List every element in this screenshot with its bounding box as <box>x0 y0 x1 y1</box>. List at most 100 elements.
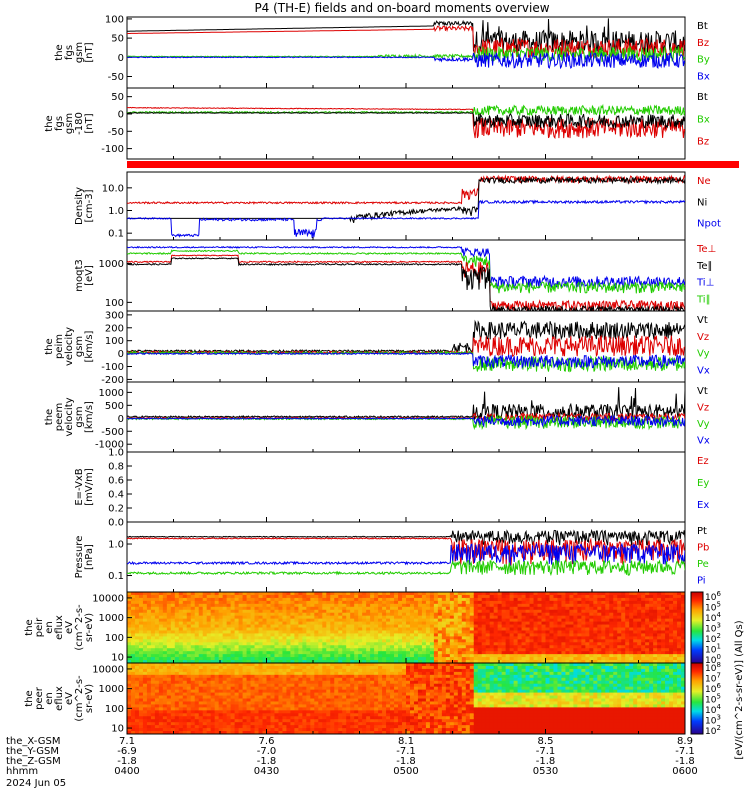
legend-efield-1: Ey <box>697 478 709 489</box>
y-tick-label: 200 <box>105 323 124 334</box>
y-axis-label-line: Pressure <box>74 536 85 579</box>
y-tick-label: 100 <box>105 14 124 25</box>
legend-peim_velocity-0: Vt <box>697 315 708 326</box>
colorbar-tick-label: 102 <box>705 724 721 737</box>
legend-efield-2: Ex <box>697 500 709 511</box>
panel-peer: 10000 1000 100 10 the peer en eflux eV (cm^2-s-sr… <box>24 662 686 735</box>
y-tick-label: 1000 <box>99 684 124 695</box>
y-axis-label-line: moqt3 <box>74 259 85 292</box>
y-axis-label-line: -180 <box>74 112 85 135</box>
y-axis-label-line: eV <box>64 621 75 634</box>
y-axis-label-line: gsm <box>74 42 85 63</box>
y-tick-label: 10.0 <box>102 183 124 194</box>
y-axis-label-line: [eV] <box>84 265 95 286</box>
panel-fgs: 100 50 0 -50 the fgs gsm [nT] Bt Bz By Bx <box>54 14 710 89</box>
x-axis-row-label: the_X-GSM <box>6 736 60 747</box>
y-tick-label: -50 <box>108 127 124 138</box>
y-tick-label: -1000 <box>95 440 124 451</box>
y-axis-label-line: E=-VxB <box>74 468 85 505</box>
y-tick-label: 0 <box>118 349 124 360</box>
x-axis-row-label: 2024 Jun 05 <box>6 778 66 789</box>
y-axis-label-line: the <box>24 619 35 635</box>
y-axis-label-line: gsm <box>74 336 85 357</box>
y-tick-label: -100 <box>101 144 124 155</box>
panel-fgs_dsl: 50 0 -50 -100 the fgs gsm -180 [nT] Bt Bx Bz <box>44 87 710 160</box>
series-density-blue <box>127 199 685 239</box>
y-axis-label-line: velocity <box>64 397 75 436</box>
legend-fgs-1: Bz <box>697 38 709 49</box>
y-tick-label: 10000 <box>92 664 124 675</box>
y-tick-label: 50 <box>111 34 124 45</box>
y-axis-label-line: peem <box>54 403 65 431</box>
spectrogram-peer <box>127 663 686 735</box>
panel-pressure: 1.0 0.1 Pressure [nPa] Pt Pb Pe Pi <box>74 521 709 593</box>
colorbar-label: [eV/(cm^2-s-sr-eV)] (All Qs) <box>734 620 745 759</box>
legend-peem_velocity-3: Vx <box>697 436 710 447</box>
x-tick-label-y: -7.1 <box>675 746 695 757</box>
colorbar-tick-label: 102 <box>705 632 721 645</box>
x-tick-label-x: 8.1 <box>398 736 414 747</box>
y-tick-label: 100 <box>105 704 124 715</box>
colorbar-peer <box>690 662 704 735</box>
data-quality-bar <box>127 161 739 168</box>
x-tick-label-z: -1.8 <box>396 756 416 767</box>
y-tick-label: -50 <box>108 72 124 83</box>
legend-peim_velocity-3: Vx <box>697 365 710 376</box>
y-axis-label-line: the <box>44 338 55 354</box>
y-axis-label-line: gsm <box>64 113 75 134</box>
panel-peir: 10000 1000 100 10 the peir en eflux eV (cm^2-s-sr… <box>24 591 686 664</box>
y-tick-label: 0 <box>118 53 124 64</box>
colorbar-tick-label: 103 <box>705 714 721 727</box>
x-tick-label-x: 8.9 <box>677 736 693 747</box>
y-axis-label-line: velocity <box>64 327 75 366</box>
y-tick-label: 0.2 <box>108 504 124 515</box>
y-tick-label: 10 <box>111 724 124 735</box>
y-axis-label-line: en <box>44 692 55 705</box>
x-axis-row-label: the_Z-GSM <box>6 756 61 767</box>
legend-peem_velocity-2: Vy <box>697 419 710 430</box>
y-tick-label: 100 <box>105 298 124 309</box>
y-tick-label: 1.0 <box>108 540 124 551</box>
series-pressure-blue <box>127 542 685 567</box>
y-tick-label: 50 <box>111 92 124 103</box>
y-axis-label-line: [nT] <box>84 42 95 62</box>
legend-density-0: Ne <box>697 176 711 187</box>
legend-fgs_dsl-0: Bt <box>697 92 708 103</box>
y-tick-label: 10 <box>111 653 124 664</box>
y-tick-label: 10000 <box>92 593 124 604</box>
legend-pressure-1: Pb <box>697 543 709 554</box>
legend-peim_velocity-2: Vy <box>697 349 710 360</box>
series-fgs-black <box>127 18 685 55</box>
x-tick-label-x: 8.5 <box>538 736 554 747</box>
panel-frame <box>126 239 686 312</box>
y-tick-label: 0.8 <box>108 462 124 473</box>
legend-peim_velocity-1: Vz <box>697 332 709 343</box>
y-tick-label: 100 <box>105 633 124 644</box>
legend-efield-0: Ez <box>697 456 709 467</box>
x-tick-label-y: -7.1 <box>536 746 556 757</box>
legend-peem_velocity-1: Vz <box>697 403 709 414</box>
y-axis-label-line: eflux <box>54 686 65 711</box>
x-axis-row-label: hhmm <box>6 766 38 777</box>
y-tick-label: 500 <box>105 401 124 412</box>
x-tick-label-time: 0500 <box>393 766 418 777</box>
y-tick-label: 1.0 <box>108 448 124 459</box>
panel-peem_velocity: 1000 500 0 -500 -1000 the peem velocity gsm [km/s… <box>44 381 710 453</box>
y-axis-label-line: [nT] <box>84 113 95 133</box>
y-tick-label: 1.0 <box>108 206 124 217</box>
colorbar-tick-label: 101 <box>705 643 721 656</box>
series-pressure-green <box>127 559 685 577</box>
y-tick-label: 300 <box>105 310 124 321</box>
colorbar-tick-label: 103 <box>705 622 721 635</box>
y-tick-label: 0.0 <box>108 518 124 529</box>
series-density-red <box>127 174 685 205</box>
y-tick-label: 1000 <box>99 259 124 270</box>
colorbar-tick-label: 105 <box>705 601 721 614</box>
series-peim_velocity-black <box>127 319 685 354</box>
series-fgs-red <box>127 24 685 59</box>
x-tick-label-z: -1.8 <box>117 756 137 767</box>
legend-pressure-0: Pt <box>697 526 707 537</box>
colorbar-tick-label: 107 <box>705 672 721 685</box>
legend-temperature-3: Ti∥ <box>696 294 711 305</box>
